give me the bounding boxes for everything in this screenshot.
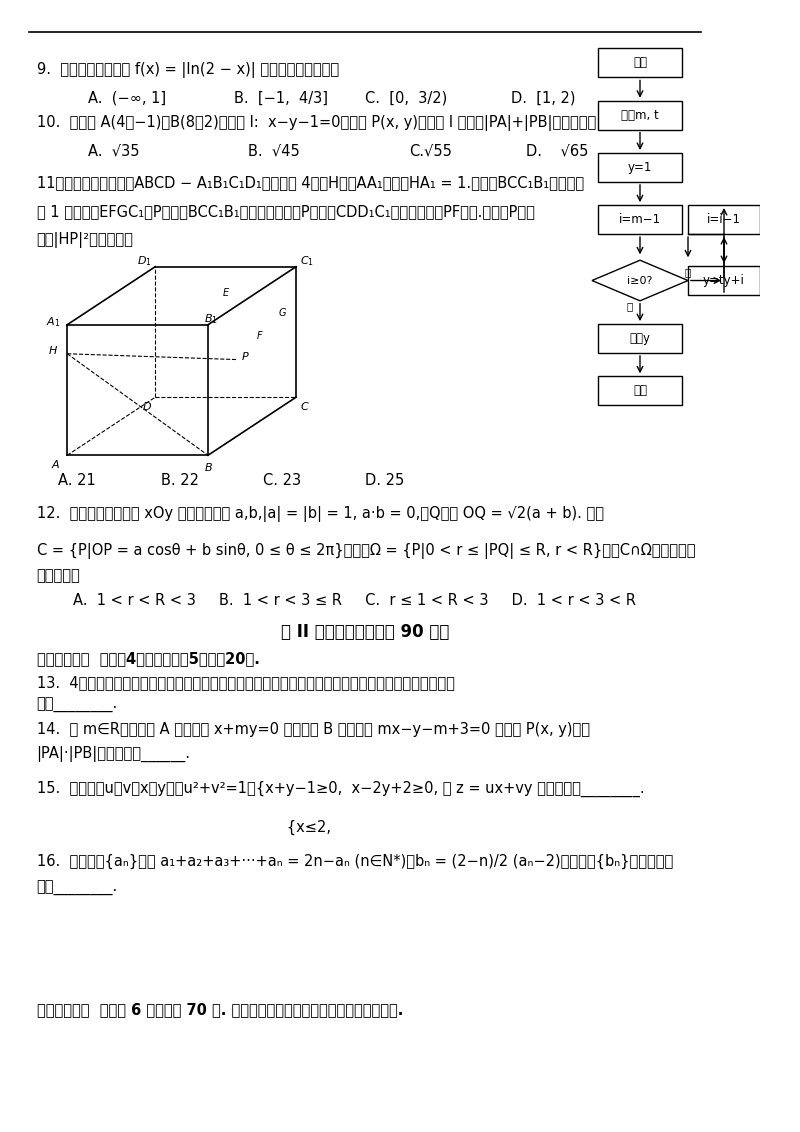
Polygon shape	[592, 260, 688, 301]
Text: $P$: $P$	[242, 350, 250, 361]
Text: y=ty+i: y=ty+i	[703, 274, 745, 288]
Text: $D_1$: $D_1$	[137, 254, 152, 267]
Text: B.  √45: B. √45	[248, 144, 300, 158]
Text: 时，|HP|²的最小值是: 时，|HP|²的最小值是	[37, 232, 134, 248]
Text: B. 22: B. 22	[161, 473, 198, 488]
Text: $G$: $G$	[278, 306, 287, 318]
Text: $C_1$: $C_1$	[299, 254, 314, 267]
Text: 15.  已知实数u，v，x，y满足u²+v²=1，{x+y−1≥0,  x−2y+2≥0, 则 z = ux+vy 的最大值是________.: 15. 已知实数u，v，x，y满足u²+v²=1，{x+y−1≥0, x−2y+…	[37, 781, 644, 797]
Text: 为 1 的正方形EFGC₁，P是侧面BCC₁B₁内一动点，且点P到平面CDD₁C₁距离等于线段PF的长.则当点P运动: 为 1 的正方形EFGC₁，P是侧面BCC₁B₁内一动点，且点P到平面CDD₁C…	[37, 204, 534, 218]
FancyBboxPatch shape	[688, 266, 760, 295]
Text: $B_1$: $B_1$	[205, 311, 218, 326]
Text: 第 II 卷（非选择题，共 90 分）: 第 II 卷（非选择题，共 90 分）	[281, 623, 450, 641]
Text: 三、解答题：  本题共 6 小题，共 70 分. 解答应写出文字说明，证明过程或演算步骤.: 三、解答题： 本题共 6 小题，共 70 分. 解答应写出文字说明，证明过程或演…	[37, 1002, 403, 1017]
FancyBboxPatch shape	[598, 376, 682, 405]
Text: A.  1 < r < R < 3     B.  1 < r < 3 ≤ R     C.  r ≤ 1 < R < 3     D.  1 < r < 3 : A. 1 < r < R < 3 B. 1 < r < 3 ≤ R C. r ≤…	[73, 593, 636, 608]
Text: C. 23: C. 23	[263, 473, 301, 488]
Text: 11．如图，已知正方体ABCD − A₁B₁C₁D₁的棱长为 4，点H在棱AA₁上，且HA₁ = 1.在侧面BCC₁B₁内作边长: 11．如图，已知正方体ABCD − A₁B₁C₁D₁的棱长为 4，点H在棱AA₁…	[37, 175, 584, 190]
Text: C = {P|OP = a cosθ + b sinθ, 0 ≤ θ ≤ 2π}，区域Ω = {P|0 < r ≤ |PQ| ≤ R, r < R}，若C∩Ω为: C = {P|OP = a cosθ + b sinθ, 0 ≤ θ ≤ 2π}…	[37, 543, 695, 559]
Text: 是: 是	[685, 267, 691, 276]
Text: 开始: 开始	[633, 57, 647, 69]
Text: D.  [1, 2): D. [1, 2)	[511, 91, 576, 105]
Text: |PA|·|PB|的最大值是______.: |PA|·|PB|的最大值是______.	[37, 746, 190, 762]
Text: 结束: 结束	[633, 384, 647, 397]
Text: i=i−1: i=i−1	[707, 213, 741, 226]
Text: $A$: $A$	[50, 458, 60, 470]
Text: 否: 否	[626, 301, 633, 311]
Text: $C$: $C$	[299, 401, 310, 412]
Text: C.  [0,  3/2): C. [0, 3/2)	[366, 91, 447, 105]
FancyBboxPatch shape	[598, 324, 682, 353]
Text: D. 25: D. 25	[366, 473, 405, 488]
Text: 12.  在平面直角坐标系 xOy 中，已知向量 a,b,|a| = |b| = 1, a·b = 0,点Q满足 OQ = √2(a + b). 曲线: 12. 在平面直角坐标系 xOy 中，已知向量 a,b,|a| = |b| = …	[37, 506, 603, 522]
Text: 二、填空题：  本题共4小题，每小题5分，共20分.: 二、填空题： 本题共4小题，每小题5分，共20分.	[37, 651, 259, 666]
FancyBboxPatch shape	[598, 101, 682, 130]
Text: C.√55: C.√55	[409, 144, 452, 158]
Text: $E$: $E$	[222, 285, 230, 298]
Text: 16.  已知数列{aₙ}满足 a₁+a₂+a₃+···+aₙ = 2n−aₙ (n∈N*)，bₙ = (2−n)/2 (aₙ−2)，则数列{bₙ}中最大项的: 16. 已知数列{aₙ}满足 a₁+a₂+a₃+···+aₙ = 2n−aₙ (…	[37, 854, 673, 868]
Text: i≥0?: i≥0?	[627, 275, 653, 285]
Text: $D$: $D$	[142, 401, 152, 412]
Text: 9.  下列区间中，函数 f(x) = |ln(2 − x)| 在其上为增函数的是: 9. 下列区间中，函数 f(x) = |ln(2 − x)| 在其上为增函数的是	[37, 62, 338, 78]
Text: 率为________.: 率为________.	[37, 698, 118, 713]
Text: 10.  已知点 A(4，−1)，B(8，2)和直线 l:  x−y−1=0，动点 P(x, y)在直线 l 上，则|PA|+|PB|的最小值为: 10. 已知点 A(4，−1)，B(8，2)和直线 l: x−y−1=0，动点 …	[37, 115, 596, 131]
Text: $A_1$: $A_1$	[46, 315, 60, 328]
Text: A. 21: A. 21	[58, 473, 96, 488]
Text: {x≤2,: {x≤2,	[37, 820, 330, 834]
FancyBboxPatch shape	[598, 205, 682, 234]
Text: A.  (−∞, 1]: A. (−∞, 1]	[88, 91, 166, 105]
Text: A.  √35: A. √35	[88, 144, 139, 158]
FancyBboxPatch shape	[598, 49, 682, 77]
Text: y=1: y=1	[628, 161, 652, 174]
Text: 值是________.: 值是________.	[37, 881, 118, 895]
Text: 14.  设 m∈R，过定点 A 的动直线 x+my=0 和过定点 B 的动直线 mx−y−m+3=0 交于点 P(x, y)，则: 14. 设 m∈R，过定点 A 的动直线 x+my=0 和过定点 B 的动直线 …	[37, 722, 590, 737]
Text: 输入m, t: 输入m, t	[621, 109, 659, 121]
Text: 的曲线，则: 的曲线，则	[37, 568, 80, 583]
FancyBboxPatch shape	[598, 153, 682, 182]
Text: 13.  4位同学各自在周六、周日两天中任选一天参加公益活动，则周六、周日都有同学参加公益活动的概: 13. 4位同学各自在周六、周日两天中任选一天参加公益活动，则周六、周日都有同学…	[37, 675, 454, 689]
Text: B.  [−1,  4/3]: B. [−1, 4/3]	[234, 91, 328, 105]
Text: 输出y: 输出y	[630, 332, 650, 345]
FancyBboxPatch shape	[688, 205, 760, 234]
Text: i=m−1: i=m−1	[619, 213, 661, 226]
Text: D.    √65: D. √65	[526, 144, 588, 158]
Text: $H$: $H$	[48, 344, 58, 355]
Text: $F$: $F$	[255, 329, 263, 341]
Text: $B$: $B$	[203, 461, 213, 473]
